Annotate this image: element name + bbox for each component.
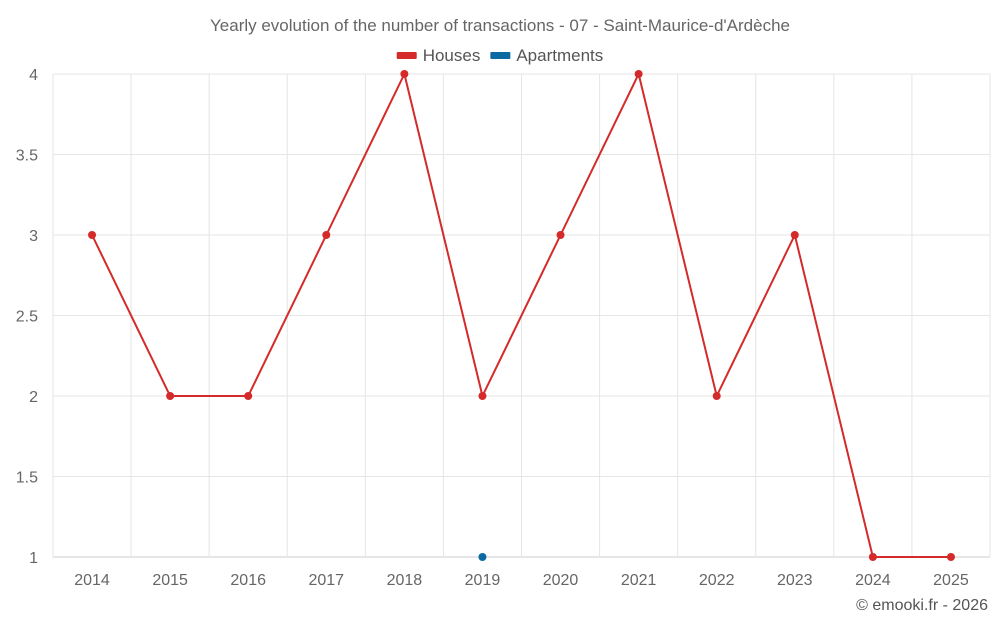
series-layer <box>88 70 955 561</box>
data-point[interactable] <box>478 392 487 400</box>
data-point[interactable] <box>322 231 331 239</box>
y-tick-label: 1 <box>29 550 38 567</box>
legend-swatch[interactable] <box>396 52 417 59</box>
x-tick-label: 2021 <box>621 572 657 589</box>
x-tick-label: 2017 <box>308 572 344 589</box>
x-tick-label: 2018 <box>387 572 423 589</box>
y-tick-label: 2 <box>29 389 38 406</box>
series-line <box>91 73 951 558</box>
x-tick-label: 2014 <box>74 572 110 589</box>
legend-label: Houses <box>423 46 481 65</box>
y-tick-label: 3.5 <box>16 148 38 165</box>
x-tick-label: 2015 <box>152 572 188 589</box>
x-tick-label: 2016 <box>230 572 266 589</box>
y-axis-ticks: 1 1.5 2 2.5 3 3.5 4 <box>16 67 38 567</box>
y-tick-label: 1.5 <box>16 470 38 487</box>
y-tick-label: 4 <box>29 67 38 84</box>
data-point[interactable] <box>478 553 487 561</box>
legend-swatch[interactable] <box>490 52 511 59</box>
x-tick-label: 2024 <box>855 572 891 589</box>
x-tick-label: 2019 <box>465 572 501 589</box>
x-tick-label: 2025 <box>933 572 969 589</box>
y-tick-label: 3 <box>29 228 38 245</box>
legend-label: Apartments <box>516 46 603 65</box>
series-apartments <box>478 553 487 561</box>
data-point[interactable] <box>712 392 721 400</box>
data-point[interactable] <box>556 231 565 239</box>
y-tick-label: 2.5 <box>16 309 38 326</box>
data-point[interactable] <box>244 392 253 400</box>
data-point[interactable] <box>634 70 643 78</box>
x-tick-label: 2023 <box>777 572 813 589</box>
data-point[interactable] <box>868 553 877 561</box>
data-point[interactable] <box>88 231 97 239</box>
x-tick-label: 2022 <box>699 572 735 589</box>
data-point[interactable] <box>946 553 955 561</box>
credit-text: © emooki.fr - 2026 <box>856 597 988 614</box>
data-point[interactable] <box>790 231 799 239</box>
data-point[interactable] <box>400 70 409 78</box>
legend: Houses Apartments <box>396 46 603 65</box>
x-axis-ticks: 2014 2015 2016 2017 2018 2019 2020 2021 2022 2023… <box>74 572 969 589</box>
data-point[interactable] <box>166 392 175 400</box>
series-houses <box>88 70 955 561</box>
chart-title: Yearly evolution of the number of transa… <box>210 16 790 35</box>
x-tick-label: 2020 <box>543 572 579 589</box>
